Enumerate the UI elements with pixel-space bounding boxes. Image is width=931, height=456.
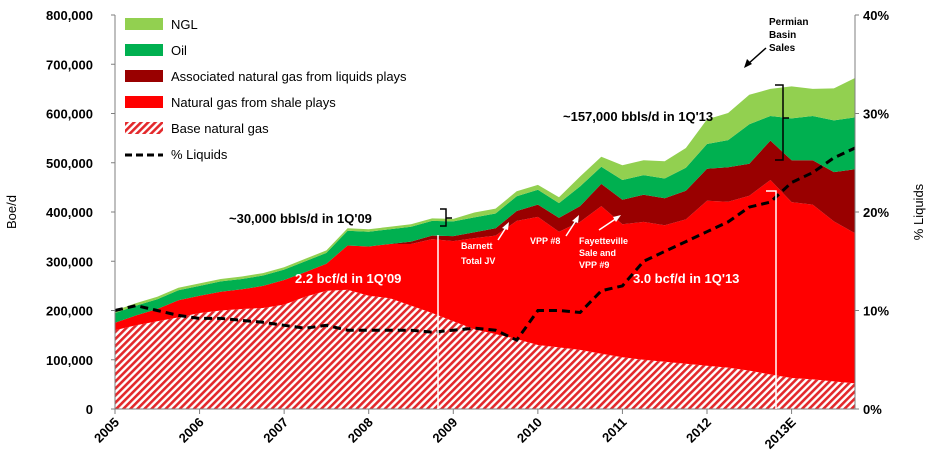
y-tick-left: 600,000 xyxy=(46,107,93,122)
y-tick-left: 0 xyxy=(86,402,93,417)
legend-label-shale: Natural gas from shale plays xyxy=(171,95,336,110)
annotation-barnett-line1: Barnett xyxy=(461,241,493,251)
y-tick-right: 10% xyxy=(863,304,889,319)
area-shale-gas xyxy=(115,180,855,384)
fayetteville-arrow xyxy=(598,217,618,231)
left-tick-labels: 0 100,000 200,000 300,000 400,000 500,000 600,… xyxy=(46,8,115,417)
x-tick-label: 2009 xyxy=(429,415,460,446)
legend-label-associated: Associated natural gas from liquids play… xyxy=(171,69,407,84)
annotation-barnett-line2: Total JV xyxy=(461,256,495,266)
area-associated-gas xyxy=(115,140,855,323)
legend-label-base: Base natural gas xyxy=(171,121,269,136)
annotation-fayetteville-line3: VPP #9 xyxy=(579,260,609,270)
y-tick-left: 500,000 xyxy=(46,156,93,171)
bracket-2013 xyxy=(775,84,789,161)
bracket-2009 xyxy=(440,208,452,227)
annotation-bbls-2009: ~30,000 bbls/d in 1Q'09 xyxy=(229,211,372,226)
legend-label-ngl: NGL xyxy=(171,17,198,32)
x-tick-label: 2010 xyxy=(514,415,545,446)
y-axis-title-left: Boe/d xyxy=(4,195,19,229)
annotation-fayetteville-line2: Sale and xyxy=(579,248,616,258)
x-tick-label: 2005 xyxy=(91,415,122,446)
legend-swatch-base xyxy=(125,122,163,134)
legend: NGL Oil Associated natural gas from liqu… xyxy=(125,17,407,162)
y-tick-left: 200,000 xyxy=(46,304,93,319)
permian-arrow xyxy=(747,47,767,65)
area-ngl xyxy=(115,78,855,313)
legend-swatch-ngl xyxy=(125,18,163,30)
x-tick-label: 2011 xyxy=(599,415,630,446)
permian-arrowhead xyxy=(744,59,752,68)
legend-label-liquids: % Liquids xyxy=(171,147,228,162)
y-tick-left: 400,000 xyxy=(46,205,93,220)
barnett-arrowhead xyxy=(502,222,509,230)
annotation-permian-line1: Permian xyxy=(769,17,808,28)
x-tick-labels: 2005 2006 2007 2008 2009 2010 2011 2012 2013E xyxy=(91,409,799,452)
y-tick-right: 30% xyxy=(863,107,889,122)
vpp8-arrowhead xyxy=(572,215,579,223)
gas-bracket-2013 xyxy=(766,190,777,409)
annotation-fayetteville-line1: Fayetteville xyxy=(579,236,628,246)
annotation-bbls-2013: ~157,000 bbls/d in 1Q'13 xyxy=(563,109,713,124)
x-tick-label: 2006 xyxy=(176,415,207,446)
legend-swatch-shale xyxy=(125,96,163,108)
right-tick-labels: 0% 10% 20% 30% 40% xyxy=(855,8,889,417)
annotation-bcf-2009: 2.2 bcf/d in 1Q'09 xyxy=(295,271,401,286)
annotation-permian-line3: Sales xyxy=(769,43,796,54)
y-tick-left: 800,000 xyxy=(46,8,93,23)
area-series-group xyxy=(115,78,855,409)
annotation-vpp8: VPP #8 xyxy=(530,236,560,246)
legend-swatch-oil xyxy=(125,44,163,56)
area-oil xyxy=(115,116,855,323)
area-base-natural-gas xyxy=(115,289,855,409)
y-tick-right: 20% xyxy=(863,205,889,220)
y-tick-left: 300,000 xyxy=(46,254,93,269)
y-tick-left: 100,000 xyxy=(46,353,93,368)
fayetteville-arrowhead xyxy=(613,215,621,222)
legend-swatch-associated xyxy=(125,70,163,82)
y-tick-right: 0% xyxy=(863,402,882,417)
annotation-permian-line2: Basin xyxy=(769,30,796,41)
annotation-bcf-2013: 3.0 bcf/d in 1Q'13 xyxy=(633,271,739,286)
x-tick-label: 2007 xyxy=(260,415,291,446)
x-tick-label: 2008 xyxy=(345,415,376,446)
x-tick-label: 2012 xyxy=(683,415,714,446)
liquids-line-group xyxy=(114,146,856,342)
legend-label-oil: Oil xyxy=(171,43,187,58)
y-tick-left: 700,000 xyxy=(46,57,93,72)
y-tick-right: 40% xyxy=(863,8,889,23)
x-tick-label: 2013E xyxy=(762,414,799,451)
line-liquids-pct xyxy=(114,146,856,342)
y-axis-title-right: % Liquids xyxy=(911,183,926,240)
